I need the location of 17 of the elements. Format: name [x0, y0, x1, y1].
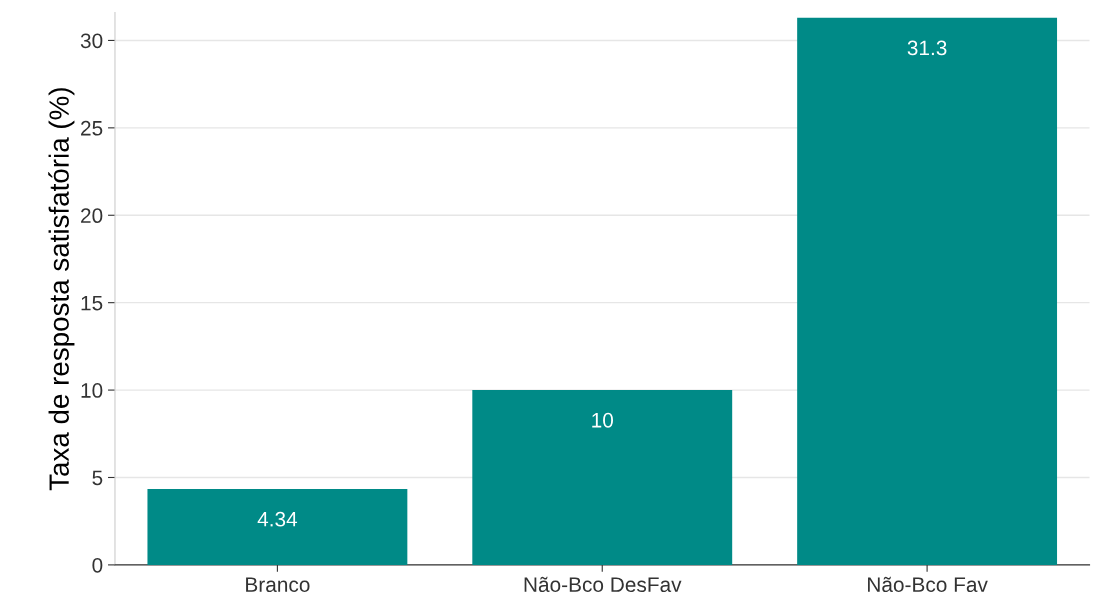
bar: [472, 390, 733, 565]
y-tick-label: 20: [81, 208, 103, 224]
y-tick-label: 5: [92, 470, 103, 486]
y-tick-label: 25: [81, 120, 103, 136]
y-axis-title: Taxa de resposta satisfatória (%): [48, 88, 75, 491]
y-tick-label: 10: [81, 383, 103, 398]
y-tick-label: 15: [81, 295, 103, 311]
y-tick-label: 30: [80, 33, 103, 49]
x-tick-label: Branco: [246, 577, 310, 592]
bar: [797, 17, 1058, 565]
bar: [147, 489, 408, 565]
x-tick-label: Não-Bco DesFav: [524, 576, 682, 592]
data-label: 31.3: [907, 40, 947, 56]
data-label: 10: [592, 412, 614, 428]
x-tick-label: Não-Bco Fav: [868, 576, 988, 592]
y-tick-label: 0: [92, 557, 103, 573]
data-label: 4.34: [257, 511, 298, 527]
